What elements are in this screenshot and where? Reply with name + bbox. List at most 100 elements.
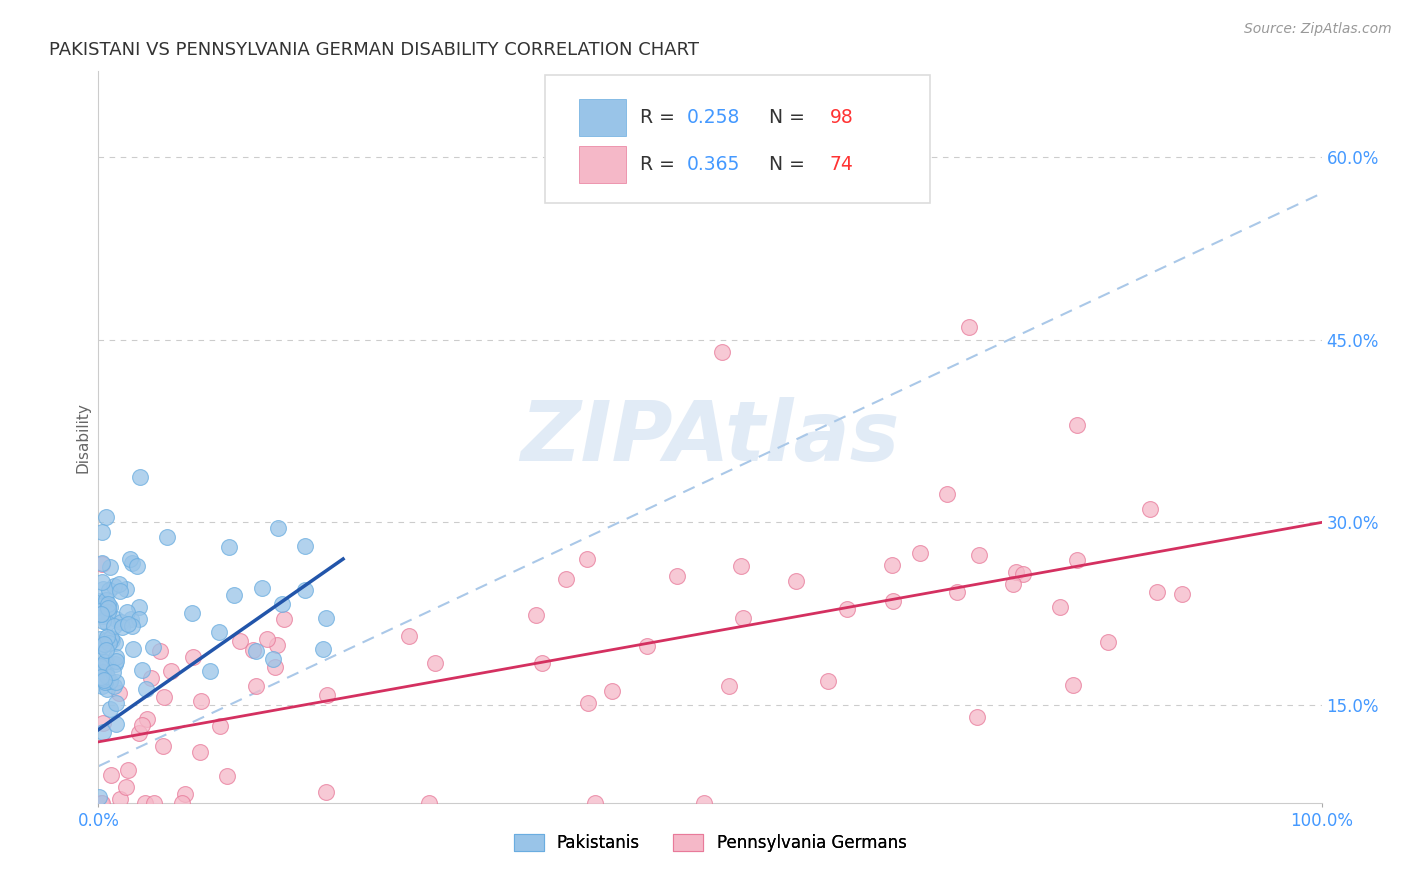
Point xyxy=(1146,584,1168,599)
Text: 98: 98 xyxy=(830,108,853,127)
Point xyxy=(93,658,115,673)
FancyBboxPatch shape xyxy=(579,99,626,136)
Point xyxy=(91,556,114,570)
Point xyxy=(882,558,904,572)
Point xyxy=(107,577,129,591)
Y-axis label: Disability: Disability xyxy=(75,401,90,473)
Point xyxy=(294,539,316,553)
Point xyxy=(717,679,740,693)
Point xyxy=(129,469,152,483)
Point xyxy=(120,612,142,626)
Point xyxy=(1002,577,1025,591)
Point xyxy=(108,792,131,806)
Point xyxy=(1049,599,1071,614)
Point xyxy=(103,679,125,693)
Point xyxy=(524,607,547,622)
Point xyxy=(100,768,122,782)
Point xyxy=(87,664,110,678)
Point xyxy=(245,644,267,658)
Point xyxy=(91,646,114,660)
Point xyxy=(636,639,658,653)
Point xyxy=(90,557,112,571)
Text: R =: R = xyxy=(640,108,681,127)
Point xyxy=(90,599,112,614)
Point xyxy=(100,632,122,647)
Point xyxy=(128,612,150,626)
Point xyxy=(97,600,120,615)
FancyBboxPatch shape xyxy=(546,75,931,203)
Point xyxy=(555,572,578,586)
Point xyxy=(316,689,339,703)
Point xyxy=(136,712,159,726)
Point xyxy=(576,696,599,710)
Point xyxy=(117,763,139,777)
Text: N =: N = xyxy=(756,154,810,174)
Point xyxy=(600,683,623,698)
Point xyxy=(125,559,148,574)
Point xyxy=(785,574,807,588)
Point xyxy=(1062,678,1084,692)
Point xyxy=(118,552,141,566)
Point xyxy=(1004,565,1026,579)
Point xyxy=(96,681,118,696)
Point xyxy=(94,643,117,657)
Point xyxy=(152,739,174,753)
Text: PAKISTANI VS PENNSYLVANIA GERMAN DISABILITY CORRELATION CHART: PAKISTANI VS PENNSYLVANIA GERMAN DISABIL… xyxy=(49,41,700,59)
Point xyxy=(91,582,114,596)
Text: Source: ZipAtlas.com: Source: ZipAtlas.com xyxy=(1244,22,1392,37)
Point xyxy=(91,665,114,680)
Point xyxy=(936,487,959,501)
Point xyxy=(131,718,153,732)
Point xyxy=(121,619,143,633)
Point xyxy=(256,632,278,646)
Point xyxy=(128,599,150,614)
Point xyxy=(89,659,111,673)
Point xyxy=(273,612,295,626)
Point xyxy=(250,581,273,595)
Point xyxy=(188,745,211,759)
Point xyxy=(1066,417,1088,432)
Point xyxy=(264,659,287,673)
Point xyxy=(100,673,122,688)
Point xyxy=(93,725,115,739)
Point xyxy=(98,559,121,574)
Point xyxy=(90,607,112,621)
Point xyxy=(104,654,127,668)
Point xyxy=(98,702,121,716)
Point xyxy=(89,789,111,804)
Point xyxy=(96,630,118,644)
Point xyxy=(1097,634,1119,648)
Point xyxy=(91,670,114,684)
Point xyxy=(152,690,174,704)
Point xyxy=(172,796,194,810)
Point xyxy=(666,569,689,583)
Legend: Pakistanis, Pennsylvania Germans: Pakistanis, Pennsylvania Germans xyxy=(505,825,915,860)
Point xyxy=(530,656,553,670)
Point xyxy=(100,631,122,645)
Point xyxy=(190,694,212,708)
Point xyxy=(93,596,115,610)
Text: 74: 74 xyxy=(830,154,853,174)
Point xyxy=(91,671,114,685)
Point xyxy=(91,796,114,810)
Point xyxy=(262,652,284,666)
Point xyxy=(245,679,267,693)
Point xyxy=(90,679,112,693)
Point xyxy=(730,558,752,573)
Point xyxy=(117,606,139,620)
Point xyxy=(271,597,294,611)
Point xyxy=(90,796,112,810)
Point xyxy=(93,637,115,651)
Point xyxy=(1171,587,1194,601)
Point xyxy=(104,696,127,710)
Text: 0.258: 0.258 xyxy=(686,108,740,127)
Point xyxy=(693,796,716,810)
Point xyxy=(87,593,110,607)
Point xyxy=(103,579,125,593)
Point xyxy=(98,582,121,597)
Point xyxy=(107,686,129,700)
Point xyxy=(957,320,980,334)
Point xyxy=(134,796,156,810)
Point xyxy=(121,556,143,570)
Point xyxy=(91,715,114,730)
